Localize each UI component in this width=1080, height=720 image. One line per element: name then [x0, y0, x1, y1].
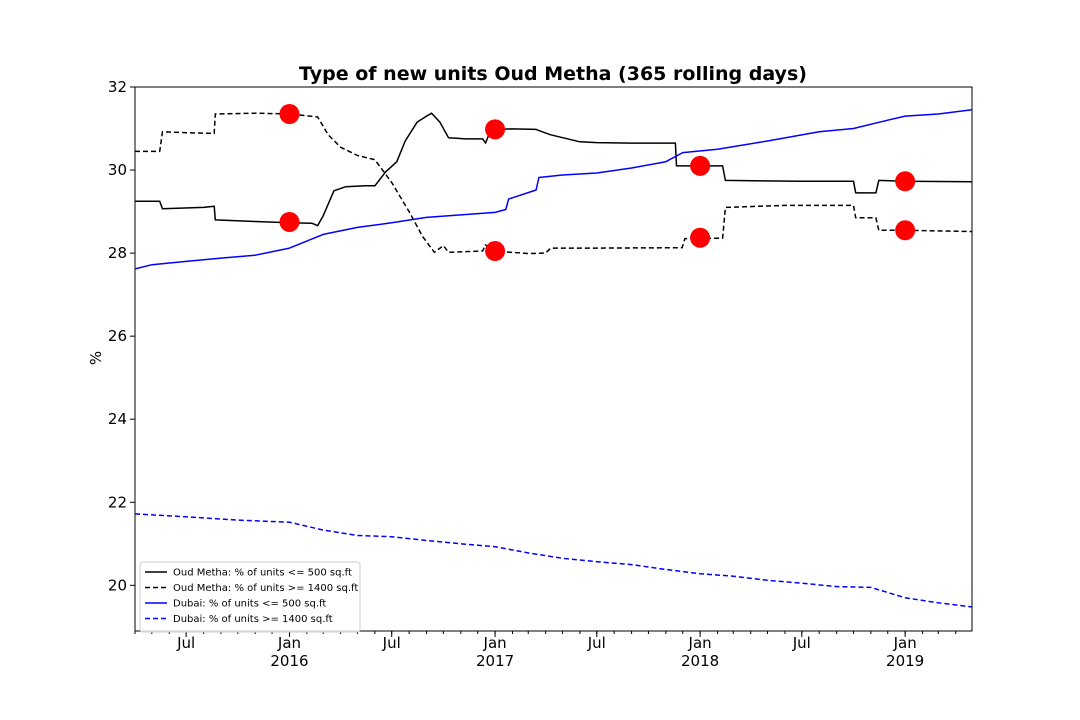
marker-point-series-2: [279, 103, 300, 124]
legend: Oud Metha: % of units <= 500 sq.ft Oud Me…: [139, 561, 361, 633]
x-tick-label: Jul: [382, 634, 401, 652]
x-tick-label: Jan: [277, 634, 301, 652]
y-tick-label: 24: [108, 410, 127, 428]
marker-point-series-1: [690, 155, 711, 176]
y-tick-label: 26: [108, 327, 127, 345]
x-tick-label: Jan: [688, 634, 712, 652]
series-line-2: [135, 112, 972, 255]
legend-label-1: Oud Metha: % of units <= 500 sq.ft: [173, 568, 352, 579]
x-tick-year-label: 2017: [476, 652, 514, 670]
x-tick-year-label: 2019: [886, 652, 924, 670]
legend-box: [139, 561, 361, 633]
y-tick-label: 30: [108, 161, 127, 179]
marker-point-series-1: [485, 119, 506, 140]
series-group: [135, 109, 972, 608]
plot-frame: [134, 86, 973, 632]
marker-point-series-2: [895, 220, 916, 241]
x-tick-label: Jul: [792, 634, 811, 652]
x-tick-label: Jul: [176, 634, 195, 652]
y-tick-label: 22: [108, 493, 127, 511]
y-tick-label: 32: [108, 78, 127, 96]
y-tick-label: 20: [108, 576, 127, 594]
legend-label-2: Oud Metha: % of units >= 1400 sq.ft: [173, 583, 358, 594]
y-axis-label: %: [87, 351, 105, 365]
legend-label-3: Dubai: % of units <= 500 sq.ft: [173, 599, 326, 610]
chart-title: Type of new units Oud Metha (365 rolling…: [299, 63, 807, 85]
y-tick-label: 28: [108, 244, 127, 262]
series-line-3: [135, 109, 972, 270]
marker-point-series-1: [279, 211, 300, 232]
x-tick-year-label: 2016: [270, 652, 308, 670]
x-tick-label: Jul: [587, 634, 606, 652]
x-tick-label: Jan: [893, 634, 917, 652]
series-line-1: [135, 112, 972, 227]
marker-point-series-2: [690, 227, 711, 248]
x-tick-label: Jan: [483, 634, 507, 652]
marker-point-series-1: [895, 171, 916, 192]
x-tick-year-label: 2018: [681, 652, 719, 670]
marker-point-series-2: [485, 241, 506, 262]
legend-label-4: Dubai: % of units >= 1400 sq.ft: [173, 614, 333, 625]
